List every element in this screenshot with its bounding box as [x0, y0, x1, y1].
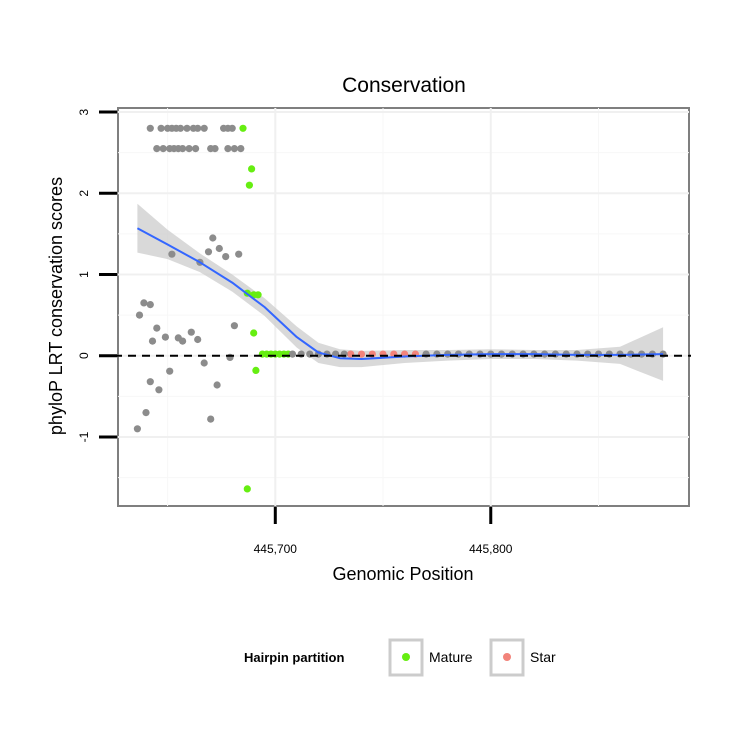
data-point-mature	[252, 366, 260, 374]
chart-title: Conservation	[342, 74, 466, 97]
data-point-mature	[248, 165, 256, 173]
data-point-other	[200, 124, 208, 132]
data-point-mature	[250, 329, 258, 337]
y-axis-title: phyloP LRT conservation scores	[46, 177, 66, 435]
data-point-other	[161, 333, 169, 341]
x-axis-title: Genomic Position	[332, 564, 473, 584]
x-tick-label: 445,800	[469, 542, 513, 556]
data-point-other	[168, 250, 176, 258]
legend-swatch-star	[503, 653, 511, 661]
data-point-other	[185, 145, 193, 153]
data-point-other	[228, 124, 236, 132]
data-point-other	[135, 311, 144, 319]
data-point-mature	[254, 291, 262, 299]
loess-curve	[136, 227, 664, 360]
data-point-other	[155, 386, 163, 394]
data-point-other	[230, 145, 238, 153]
data-point-other	[166, 367, 174, 375]
data-point-other	[213, 381, 221, 389]
loess-curve-group	[136, 227, 664, 360]
data-point-other	[215, 244, 223, 253]
data-point-other	[235, 250, 243, 258]
data-point-other	[146, 378, 154, 386]
data-point-other	[183, 124, 191, 132]
confidence-band	[137, 203, 664, 381]
data-point-other	[142, 409, 150, 417]
confidence-band-area	[137, 203, 664, 381]
y-tick-label: 1	[77, 271, 91, 278]
data-point-other	[153, 324, 161, 332]
data-point-other	[179, 145, 187, 153]
y-tick-label: 3	[77, 108, 91, 115]
data-point-other	[194, 124, 202, 132]
data-point-other	[148, 337, 157, 345]
data-point-other	[211, 145, 219, 153]
data-point-other	[153, 145, 161, 153]
legend-title: Hairpin partition	[244, 650, 344, 665]
data-point-other	[140, 299, 148, 307]
plot-area-border	[117, 107, 690, 507]
data-point-other	[176, 124, 185, 132]
legend-swatch-mature	[402, 653, 410, 661]
data-point-other	[157, 124, 165, 132]
y-tick-label: -1	[77, 431, 91, 442]
legend-label-star: Star	[530, 649, 556, 665]
data-point-other	[179, 337, 187, 345]
data-point-other	[207, 415, 215, 423]
data-point-other	[187, 328, 195, 336]
x-axis: 445,700 445,800	[254, 507, 513, 556]
data-point-other	[159, 145, 167, 153]
data-point-other	[200, 359, 208, 367]
plot-panel	[100, 107, 691, 507]
data-point-other	[192, 145, 200, 153]
y-tick-label: 2	[77, 190, 91, 197]
y-tick-label: 0	[77, 352, 91, 359]
data-point-mature	[243, 485, 251, 493]
legend-label-mature: Mature	[429, 649, 473, 665]
data-point-mature	[239, 124, 247, 132]
data-point-other	[146, 301, 154, 309]
y-axis: -1 0 1 2 3	[77, 108, 117, 442]
data-point-other	[209, 234, 217, 242]
data-point-other	[204, 248, 213, 256]
data-point-other	[237, 145, 245, 153]
data-point-other	[133, 425, 141, 433]
legend: Hairpin partition Mature Star	[244, 638, 556, 677]
data-point-mature	[245, 181, 253, 189]
x-tick-label: 445,700	[254, 542, 298, 556]
data-point-other	[146, 124, 154, 132]
data-point-flank	[288, 350, 297, 358]
data-point-other	[222, 253, 230, 261]
data-point-other	[194, 335, 202, 344]
data-point-other	[224, 145, 232, 153]
data-point-other	[230, 322, 238, 330]
